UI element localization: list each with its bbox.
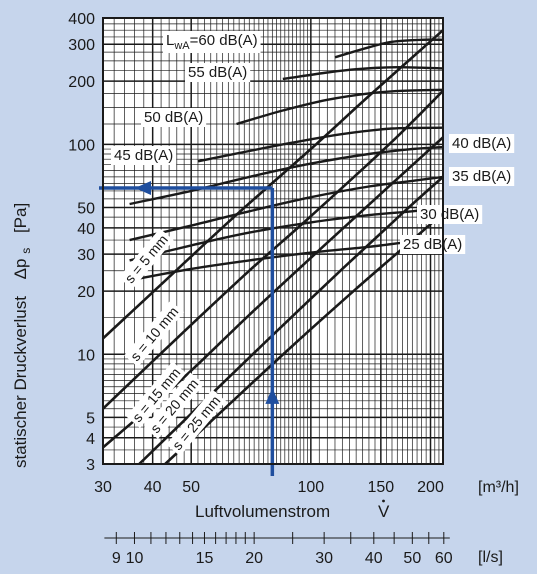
y-axis-title: statischer Druckverlust Δp s [Pa] — [11, 203, 34, 468]
secondary-axis-unit: [l/s] — [478, 549, 503, 566]
y-tick-label: 4 — [86, 431, 95, 448]
sound-label-1-value: =60 dB(A) — [190, 32, 258, 49]
y-tick-label: 400 — [68, 11, 95, 28]
x-axis-symbol-text: V — [378, 502, 390, 521]
reading-arrow-left — [135, 180, 151, 195]
x-axis-unit: [m³/h] — [478, 479, 519, 496]
sound-label-5-box — [449, 134, 515, 153]
secondary-x-axis: 9 10 15 20 30 40 50 60 — [104, 532, 453, 567]
sound-label-6-box — [449, 167, 515, 186]
sound-label-1-text: LwA=60 dB(A) — [166, 32, 258, 52]
x-axis-symbol: V — [378, 499, 390, 521]
reading-example — [99, 180, 280, 476]
y-tick-labels: 3 4 5 10 20 30 40 50 100 200 300 400 — [68, 11, 95, 474]
x-tick-label: 100 — [297, 479, 324, 496]
sound-label-3-text: 50 dB(A) — [144, 109, 203, 126]
y-tick-label: 100 — [68, 137, 95, 154]
secondary-tick-label: 20 — [245, 550, 263, 567]
y-axis-title-group: statischer Druckverlust Δp s [Pa] — [11, 203, 34, 468]
sound-label-5: 40 dB(A) — [449, 134, 515, 153]
sound-label-7: 30 dB(A) — [417, 205, 483, 224]
sound-label-7-text: 30 dB(A) — [420, 206, 479, 223]
y-axis-unit: [Pa] — [11, 203, 30, 233]
x-tick-label: 50 — [182, 479, 200, 496]
secondary-tick-label: 60 — [435, 550, 453, 567]
sound-curve-4 — [197, 126, 443, 163]
sound-curve-3 — [236, 88, 443, 126]
y-tick-label: 50 — [77, 201, 95, 218]
x-tick-label: 40 — [144, 479, 162, 496]
sound-label-8-box — [400, 235, 466, 254]
sound-label-6: 35 dB(A) — [449, 167, 515, 186]
spacing-line-1 — [103, 29, 443, 340]
spacing-label-1-box — [118, 228, 174, 290]
secondary-tick-label: 30 — [315, 550, 333, 567]
y-tick-label: 40 — [77, 221, 95, 238]
sound-label-2-text: 55 dB(A) — [188, 64, 247, 81]
sound-label-1-box — [163, 31, 261, 53]
sound-curve-6 — [129, 175, 443, 242]
sound-label-1: LwA=60 dB(A) — [163, 31, 261, 53]
spacing-label-5-box — [166, 389, 227, 457]
secondary-tick-label: 10 — [126, 550, 144, 567]
reading-arrow-up — [265, 387, 280, 404]
x-tick-label: 200 — [417, 479, 444, 496]
x-tick-label: 150 — [367, 479, 394, 496]
spacing-line-2 — [103, 89, 443, 410]
sound-label-4: 45 dB(A) — [111, 146, 177, 165]
x-tick-label: 30 — [94, 479, 112, 496]
sound-label-5-text: 40 dB(A) — [452, 135, 511, 152]
y-axis-title-text: statischer Druckverlust — [11, 296, 30, 468]
x-tick-labels: 30 40 50 100 150 200 — [94, 479, 444, 496]
y-tick-label: 20 — [77, 284, 95, 301]
sound-label-2: 55 dB(A) — [185, 63, 251, 82]
y-axis-symbol-sub: s — [19, 248, 33, 254]
sound-label-4-text: 45 dB(A) — [114, 147, 173, 164]
sound-curve-7 — [129, 206, 443, 262]
secondary-tick-label: 40 — [365, 550, 383, 567]
y-tick-label: 200 — [68, 74, 95, 91]
sound-label-8-text: 25 dB(A) — [403, 236, 462, 253]
secondary-tick-label: 15 — [196, 550, 214, 567]
secondary-tick-label: 50 — [403, 550, 421, 567]
sound-label-3-box — [141, 108, 207, 127]
y-axis-symbol: Δp — [11, 259, 30, 280]
y-tick-label: 5 — [86, 410, 95, 427]
sound-label-1-sub: wA — [173, 40, 190, 52]
spacing-label-3-box — [126, 361, 187, 429]
sound-curve-2 — [282, 66, 443, 81]
spacing-label-4-box — [144, 372, 205, 440]
sound-label-7-box — [417, 205, 483, 224]
x-axis-title: Luftvolumenstrom — [195, 502, 330, 521]
y-tick-label: 300 — [68, 37, 95, 54]
y-tick-label: 10 — [77, 347, 95, 364]
sound-label-6-text: 35 dB(A) — [452, 168, 511, 185]
sound-label-3: 50 dB(A) — [141, 108, 207, 127]
y-tick-label: 30 — [77, 247, 95, 264]
plot-frame — [102, 17, 444, 465]
x-axis-symbol-dot — [382, 499, 385, 503]
sound-label-1-l: L — [166, 32, 174, 49]
sound-curve-5 — [129, 145, 443, 206]
sound-label-4-box — [111, 146, 177, 165]
spacing-label-2-box — [124, 300, 185, 368]
sound-label-8: 25 dB(A) — [400, 235, 466, 254]
secondary-tick-label: 9 — [112, 550, 121, 567]
sound-label-2-box — [185, 63, 251, 82]
y-tick-label: 3 — [86, 457, 95, 474]
sound-curve-1 — [334, 38, 443, 59]
